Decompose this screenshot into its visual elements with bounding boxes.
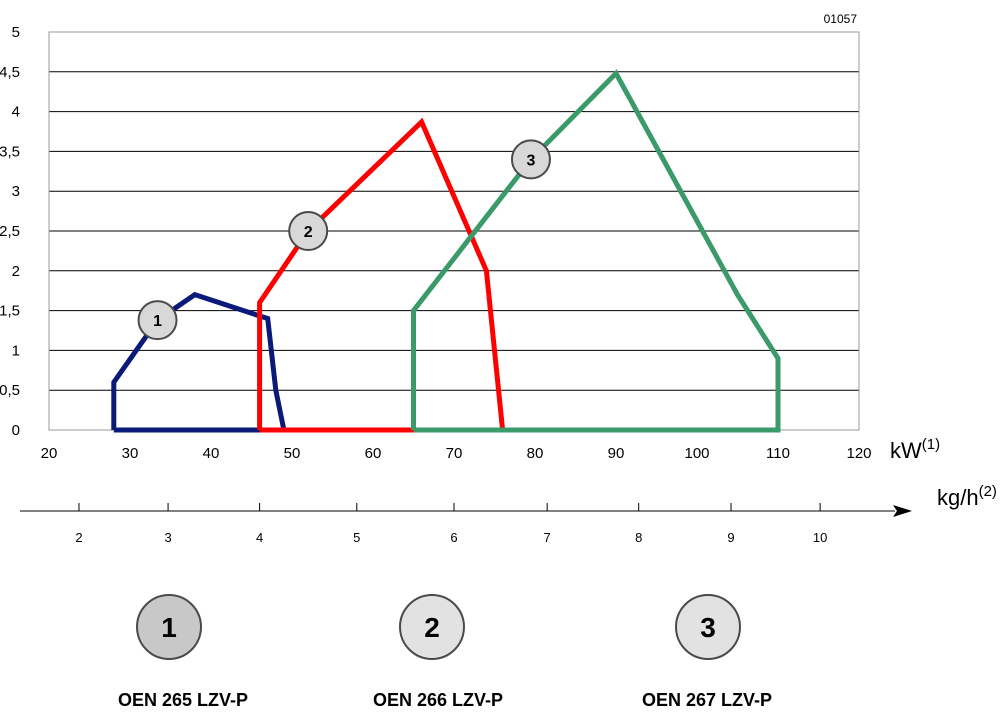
y-tick-label-6: 3 — [12, 183, 20, 200]
x-tick-label-1: 30 — [122, 445, 139, 462]
series-marker-label-1: 1 — [153, 313, 162, 330]
chart-code: 01057 — [824, 12, 858, 26]
legend-model-1: OEN 265 LZV-P — [118, 690, 248, 710]
x-tick-label-8: 100 — [684, 445, 709, 462]
legend-model-2: OEN 266 LZV-P — [373, 690, 503, 710]
series-line-2 — [257, 117, 506, 433]
legend-item-1: 1 OEN 265 LZV-P — [118, 594, 248, 710]
kg-tick-label-6: 8 — [635, 530, 642, 545]
y-axis-ticks: 0 0,5 1 1,5 2 2,5 3 3,5 4 4,5 5 — [0, 24, 20, 439]
kw-unit-label: kW(1) — [890, 436, 940, 463]
kg-axis-arrowhead — [893, 505, 912, 517]
x-tick-label-4: 60 — [365, 445, 382, 462]
y-tick-label-2: 1 — [12, 342, 20, 359]
x-tick-label-2: 40 — [203, 445, 220, 462]
legend-marker-circle-2 — [399, 594, 465, 660]
kg-unit-label: kg/h(2) — [937, 483, 997, 510]
legend-marker-3: 3 — [700, 612, 716, 643]
y-tick-label-3: 1,5 — [0, 303, 20, 320]
y-tick-label-1: 0,5 — [0, 382, 20, 399]
y-tick-label-4: 2 — [12, 263, 20, 280]
x-tick-label-7: 90 — [608, 445, 625, 462]
x-tick-label-10: 120 — [846, 445, 871, 462]
kw-unit-text: kW — [890, 438, 922, 463]
legend-model-3: OEN 267 LZV-P — [642, 690, 772, 710]
y-tick-label-9: 4,5 — [0, 64, 20, 81]
kg-tick-label-8: 10 — [813, 530, 827, 545]
legend-item-3: 3 OEN 267 LZV-P — [642, 594, 772, 710]
legend-marker-circle-3 — [675, 594, 741, 660]
grid-layer — [49, 71, 859, 391]
legend-marker-2: 2 — [424, 612, 440, 643]
kg-axis-ticks: 2 3 4 5 6 7 8 9 10 — [75, 503, 827, 545]
x-tick-label-3: 50 — [284, 445, 301, 462]
series-marker-circle-3 — [510, 139, 551, 180]
legend-item-2: 2 OEN 266 LZV-P — [373, 594, 503, 710]
series-line-3 — [411, 69, 781, 433]
x-tick-label-6: 80 — [527, 445, 544, 462]
series-line-1 — [111, 291, 287, 433]
y-tick-label-5: 2,5 — [0, 223, 20, 240]
x-tick-label-5: 70 — [446, 445, 463, 462]
series-markers: 1 2 3 — [137, 139, 551, 341]
kw-unit-sup: (1) — [922, 436, 940, 453]
x-tick-label-0: 20 — [41, 445, 58, 462]
kg-tick-label-0: 2 — [75, 530, 82, 545]
kg-tick-label-5: 7 — [544, 530, 551, 545]
kg-tick-label-2: 4 — [256, 530, 263, 545]
kg-tick-label-7: 9 — [727, 530, 734, 545]
kg-tick-label-4: 6 — [450, 530, 457, 545]
legend-marker-1: 1 — [161, 612, 177, 643]
series-marker-label-2: 2 — [304, 224, 313, 241]
legend-marker-circle-1 — [136, 594, 202, 660]
series-marker-label-3: 3 — [526, 152, 535, 169]
y-tick-label-10: 5 — [12, 24, 20, 41]
x-tick-label-9: 110 — [766, 445, 790, 462]
kg-tick-label-1: 3 — [164, 530, 171, 545]
legend: 1 OEN 265 LZV-P 2 OEN 266 LZV-P 3 OEN 26… — [118, 594, 772, 710]
series-marker-circle-2 — [288, 211, 329, 251]
kg-tick-label-3: 5 — [353, 530, 360, 545]
y-tick-label-7: 3,5 — [0, 143, 20, 160]
y-tick-label-8: 4 — [12, 104, 20, 121]
y-tick-label-0: 0 — [12, 422, 20, 439]
series-layer — [111, 69, 781, 433]
series-marker-circle-1 — [137, 300, 178, 341]
x-axis-ticks: 20 30 40 50 60 70 80 90 100 110 120 — [41, 445, 872, 462]
kg-unit-sup: (2) — [979, 483, 997, 500]
kg-unit-text: kg/h — [937, 485, 979, 510]
